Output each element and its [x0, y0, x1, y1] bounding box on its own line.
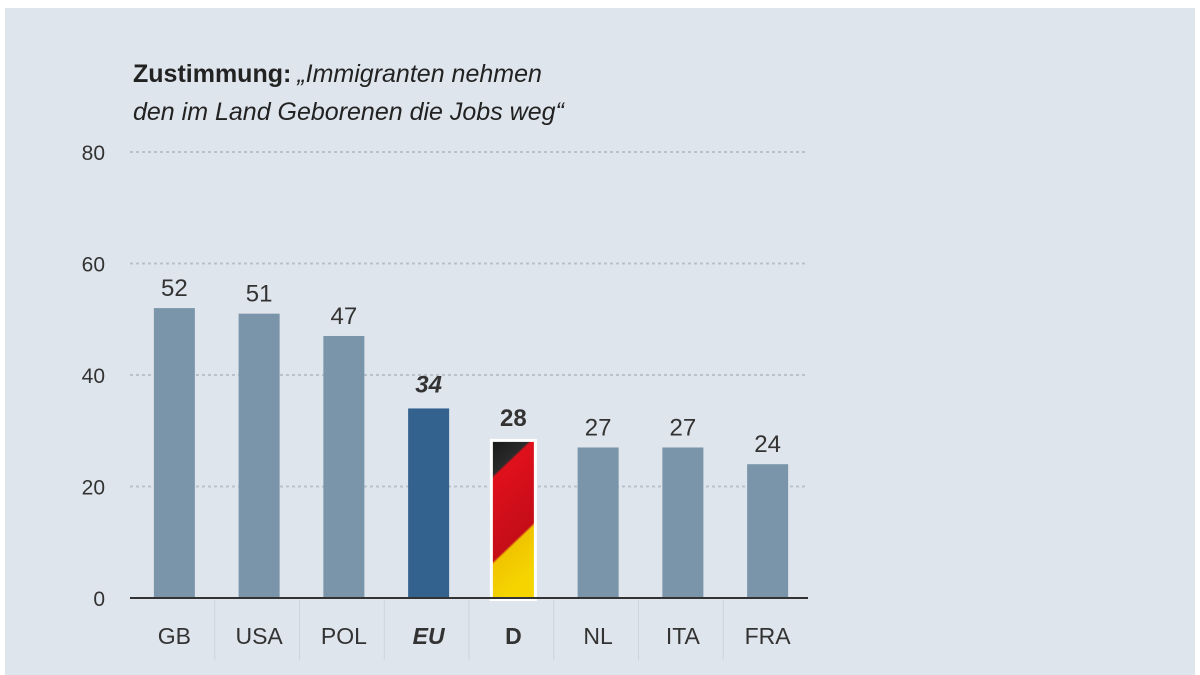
y-tick-label: 20 [82, 477, 105, 500]
x-tick-label: EU [413, 623, 446, 649]
value-label: 47 [331, 303, 358, 330]
bar-ita [662, 447, 704, 598]
value-label: 27 [585, 414, 612, 441]
x-tick-label: USA [235, 623, 283, 649]
x-tick-label: POL [321, 623, 367, 649]
x-tick-label: D [505, 623, 522, 649]
chart-title-line2: den im Land Geborenen die Jobs weg“ [133, 98, 566, 126]
value-label: 34 [415, 371, 442, 398]
title-quote: „Immigranten nehmen [296, 60, 542, 88]
bar-usa [238, 313, 280, 598]
value-label: 51 [246, 281, 273, 308]
title-bold: Zustimmung: [133, 60, 291, 88]
value-label: 28 [500, 405, 527, 432]
x-tick-label: ITA [666, 623, 701, 649]
bar-d [492, 441, 534, 598]
x-tick-label: FRA [745, 623, 792, 649]
bar-fra [747, 464, 789, 598]
y-tick-label: 80 [82, 142, 105, 165]
bar-nl [577, 447, 619, 598]
y-tick-label: 40 [82, 365, 105, 388]
bar-pol [323, 335, 365, 598]
y-tick-label: 60 [82, 254, 105, 277]
value-label: 52 [161, 275, 188, 302]
bar-gb [153, 308, 195, 598]
y-tick-label: 0 [93, 588, 105, 611]
value-label: 27 [670, 414, 697, 441]
value-label: 24 [754, 431, 781, 458]
x-tick-label: NL [583, 623, 613, 649]
bar-eu [408, 408, 450, 598]
chart-title-line1: Zustimmung: „Immigranten nehmen [133, 60, 542, 88]
x-tick-label: GB [158, 623, 191, 649]
